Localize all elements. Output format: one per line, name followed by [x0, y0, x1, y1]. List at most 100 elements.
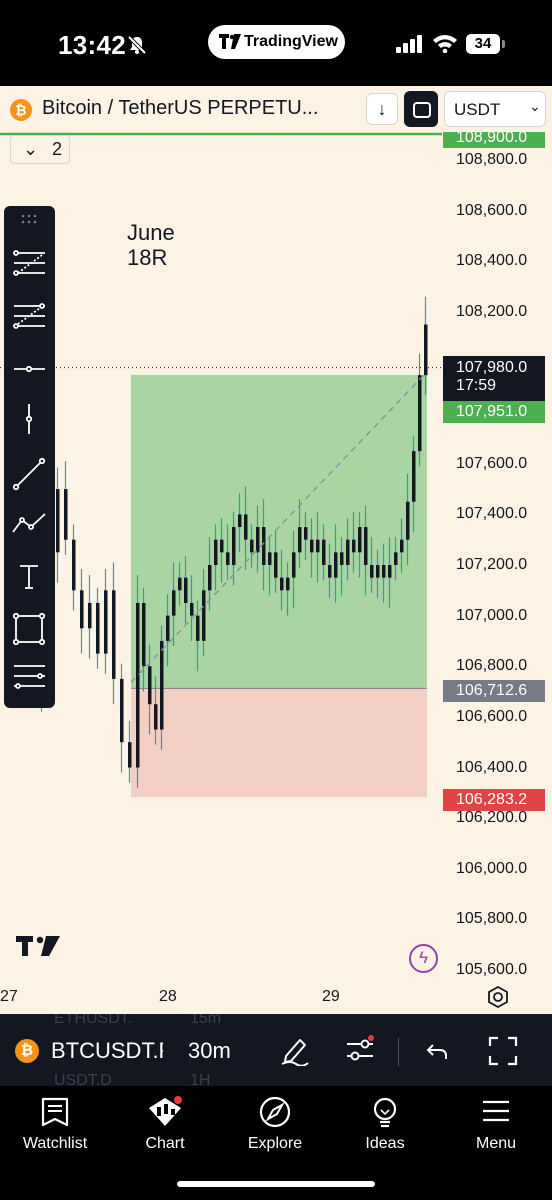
tab-ideas[interactable]: Ideas: [330, 1086, 440, 1176]
stop-price-tag: 106,283.2: [443, 789, 545, 811]
interval-picker[interactable]: 30m: [188, 1038, 231, 1063]
toolbar-divider: [398, 1038, 399, 1066]
candle-body: [352, 539, 356, 553]
rectangle-icon[interactable]: [12, 612, 46, 646]
bar-countdown: 17:59: [456, 377, 497, 394]
candle-body: [262, 527, 266, 565]
indicators-toggle[interactable]: ⌄ 2: [10, 135, 70, 164]
indicators-count: 2: [52, 139, 63, 159]
candle-body: [304, 527, 308, 540]
undo-icon[interactable]: [424, 1038, 450, 1064]
vertical-line-icon[interactable]: [25, 404, 33, 434]
bitcoin-icon: ₿: [15, 1039, 39, 1063]
bell-muted-icon: [127, 35, 147, 55]
symbol-title[interactable]: Bitcoin / TetherUS PERPETU...: [42, 97, 319, 119]
tab-label: Chart: [145, 1135, 185, 1152]
candle-body: [328, 565, 332, 578]
trend-line-icon[interactable]: [12, 457, 46, 491]
chart-annotation[interactable]: June 18R: [127, 220, 175, 270]
time-label: 28: [159, 988, 177, 1005]
currency-select[interactable]: USDT ⌄: [444, 91, 546, 127]
profit-zone: [131, 374, 427, 689]
candle-body: [364, 527, 368, 565]
candle-body: [358, 527, 362, 553]
candle-body: [418, 375, 422, 452]
candle-body: [148, 666, 152, 705]
tab-label: Menu: [475, 1135, 517, 1152]
candle-body: [376, 565, 380, 578]
candle-body: [400, 539, 404, 553]
chevron-down-icon: ⌄: [23, 139, 39, 159]
entry-price-tag: 106,712.6: [443, 680, 545, 702]
battery-tip: [502, 40, 505, 48]
candle-body: [238, 514, 242, 528]
target-price-tag: 107,951.0: [443, 401, 545, 423]
candle-body: [214, 539, 218, 565]
ghost-interval: 15m: [190, 1014, 222, 1027]
candle-body: [334, 552, 338, 578]
candle-body: [406, 501, 410, 540]
candle-body: [104, 590, 108, 654]
replay-button[interactable]: [404, 91, 438, 127]
status-time: 13:42: [58, 30, 126, 60]
tab-watchlist[interactable]: Watchlist: [0, 1086, 110, 1176]
annotation-line: 18R: [127, 245, 168, 270]
tab-explore[interactable]: Explore: [220, 1086, 330, 1176]
drawing-toolbar-icons: [12, 214, 46, 689]
price-axis-label: 107,200.0: [456, 556, 528, 573]
fib-retracement-icon[interactable]: [13, 250, 45, 276]
horizontal-line-icon[interactable]: [14, 365, 45, 373]
candle-body: [298, 527, 302, 553]
last-price-tag: 107,980.0 17:59: [443, 356, 545, 402]
candle-body: [394, 552, 398, 565]
top-line-price-tag: 108,900.0: [443, 129, 545, 148]
candle-body: [268, 552, 272, 565]
symbol-picker[interactable]: BTCUSDT.P: [51, 1038, 163, 1063]
chart-area[interactable]: ₿ Bitcoin / TetherUS PERPETU... ↓ USDT ⌄…: [0, 86, 552, 1014]
drawing-pen-icon[interactable]: [280, 1034, 310, 1066]
drag-handle-icon[interactable]: [21, 214, 37, 224]
settings-gear-icon[interactable]: [487, 986, 509, 1008]
symbol-header: ₿ Bitcoin / TetherUS PERPETU... ↓ USDT ⌄: [0, 86, 552, 134]
ghost-symbol: ETHUSDT.: [54, 1014, 133, 1027]
candle-body: [196, 615, 200, 641]
price-axis-label: 107,600.0: [456, 454, 528, 472]
candle-body: [370, 565, 374, 578]
fib-extension-icon[interactable]: [13, 303, 45, 329]
candle-body: [160, 640, 164, 730]
entry-price: 106,712.6: [456, 682, 528, 699]
candle-body: [412, 451, 416, 502]
arrow-down-button[interactable]: ↓: [366, 93, 398, 125]
indicators-icon[interactable]: [344, 1034, 376, 1066]
parallel-channel-icon[interactable]: [14, 665, 45, 689]
fullscreen-icon[interactable]: [488, 1036, 518, 1066]
candle-body: [64, 489, 68, 540]
candle-body: [274, 552, 278, 578]
price-axis-label: 108,200.0: [456, 302, 528, 320]
candle-body: [292, 552, 296, 578]
top-line-price: 108,900.0: [456, 129, 528, 146]
ghost-symbol: USDT.D: [54, 1072, 112, 1086]
candle-body: [88, 602, 92, 629]
tradingview-pill[interactable]: TradingView: [208, 25, 345, 59]
home-indicator: [177, 1181, 375, 1187]
candle-body: [166, 615, 170, 641]
path-icon[interactable]: [12, 513, 46, 533]
candle-body: [424, 324, 428, 376]
tab-chart[interactable]: Chart: [110, 1086, 220, 1176]
loss-zone: [131, 688, 427, 798]
candle-body: [388, 565, 392, 578]
candle-body: [310, 539, 314, 553]
tab-menu[interactable]: Menu: [441, 1086, 551, 1176]
text-tool-icon[interactable]: [20, 565, 38, 589]
chevron-down-icon: ⌄: [529, 98, 541, 114]
tab-label: Explore: [247, 1135, 303, 1152]
wifi-icon: [433, 35, 457, 53]
watchlist-icon: [41, 1097, 69, 1127]
price-axis-label: 108,400.0: [456, 252, 528, 270]
tradingview-watermark-icon[interactable]: [16, 936, 60, 958]
price-chart[interactable]: [0, 86, 552, 1014]
candle-body: [280, 577, 284, 591]
lightning-icon[interactable]: ϟ: [409, 944, 438, 973]
